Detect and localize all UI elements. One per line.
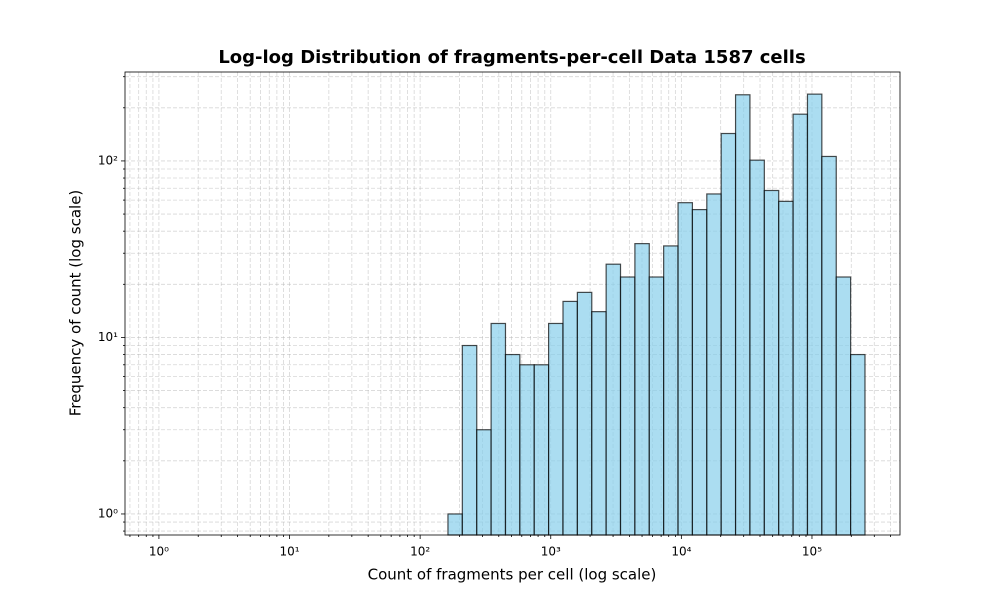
x-tick-label: 10¹: [279, 545, 299, 559]
bar: [691, 208, 708, 536]
bar: [821, 155, 837, 536]
bar: [648, 276, 665, 536]
bar: [734, 94, 751, 536]
x-axis-label: Count of fragments per cell (log scale): [368, 566, 657, 584]
bar: [619, 276, 636, 536]
bar: [576, 291, 593, 536]
bar: [850, 353, 866, 536]
y-tick-label: 10²: [98, 153, 118, 167]
bar: [461, 344, 478, 536]
x-tick-label: 10⁰: [149, 545, 169, 559]
bar: [792, 113, 809, 536]
bar: [605, 263, 622, 536]
bar: [778, 200, 794, 536]
x-tick-label: 10²: [410, 545, 430, 559]
y-tick-label: 10⁰: [98, 506, 118, 520]
plot-frame: [124, 71, 901, 536]
x-tick-label: 10⁴: [671, 545, 691, 559]
bar: [806, 93, 823, 536]
bar: [720, 132, 737, 536]
x-tick-label: 10³: [541, 545, 561, 559]
bar: [706, 193, 722, 536]
bar: [663, 245, 679, 536]
bar: [634, 243, 650, 536]
bar: [591, 311, 607, 536]
chart-title: Log-log Distribution of fragments-per-ce…: [218, 47, 805, 68]
bar: [447, 513, 463, 536]
bar: [749, 159, 765, 536]
bar: [519, 364, 535, 536]
bar: [476, 429, 492, 536]
y-tick-label: 10¹: [98, 330, 118, 344]
bar: [504, 353, 521, 536]
bar: [835, 276, 852, 536]
bar: [490, 322, 507, 536]
y-axis-label: Frequency of count (log scale): [67, 190, 85, 417]
bar: [562, 300, 578, 536]
bar: [547, 322, 564, 536]
bar: [533, 364, 550, 536]
bar: [677, 202, 694, 536]
x-tick-label: 10⁵: [802, 545, 822, 559]
bar: [763, 189, 780, 536]
